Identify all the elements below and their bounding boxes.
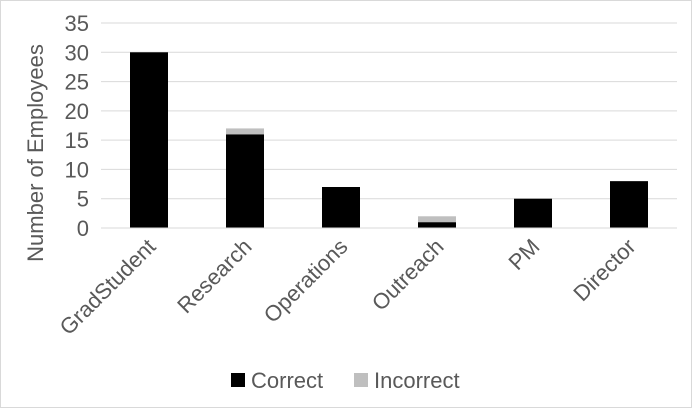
bar-incorrect-outreach xyxy=(418,216,456,223)
y-tick-label: 30 xyxy=(65,40,89,65)
x-tick-labels: GradStudent Research Operations Outreach PM D… xyxy=(55,234,641,340)
x-tick-label: GradStudent xyxy=(55,234,161,340)
legend-swatch-correct xyxy=(231,373,245,387)
legend-label-incorrect: Incorrect xyxy=(374,368,460,393)
legend-label-correct: Correct xyxy=(251,368,323,393)
x-tick-label: PM xyxy=(504,234,545,275)
y-tick-label: 25 xyxy=(65,70,89,95)
bar-correct-director xyxy=(610,181,648,228)
y-tick-label: 20 xyxy=(65,99,89,124)
x-tick-label: Director xyxy=(568,234,640,306)
y-tick-label: 35 xyxy=(65,11,89,36)
y-tick-label: 5 xyxy=(77,187,89,212)
y-tick-label: 0 xyxy=(77,216,89,241)
bar-correct-pm xyxy=(514,198,552,228)
x-tick-label: Outreach xyxy=(367,234,449,316)
x-tick-label: Operations xyxy=(259,234,353,328)
bar-correct-gradstudent xyxy=(130,52,168,229)
y-tick-labels: 0 5 10 15 20 25 30 35 xyxy=(65,11,89,241)
legend: Correct Incorrect xyxy=(231,368,460,393)
bar-incorrect-research xyxy=(226,128,264,135)
bars xyxy=(130,52,648,229)
y-tick-label: 10 xyxy=(65,157,89,182)
x-tick-label: Research xyxy=(172,234,256,318)
legend-swatch-incorrect xyxy=(354,373,368,387)
y-axis-label: Number of Employees xyxy=(23,44,48,262)
bar-correct-operations xyxy=(322,187,360,228)
gridlines xyxy=(101,22,677,200)
bar-correct-research xyxy=(226,134,264,228)
y-tick-label: 15 xyxy=(65,128,89,153)
bar-correct-outreach xyxy=(418,222,456,228)
